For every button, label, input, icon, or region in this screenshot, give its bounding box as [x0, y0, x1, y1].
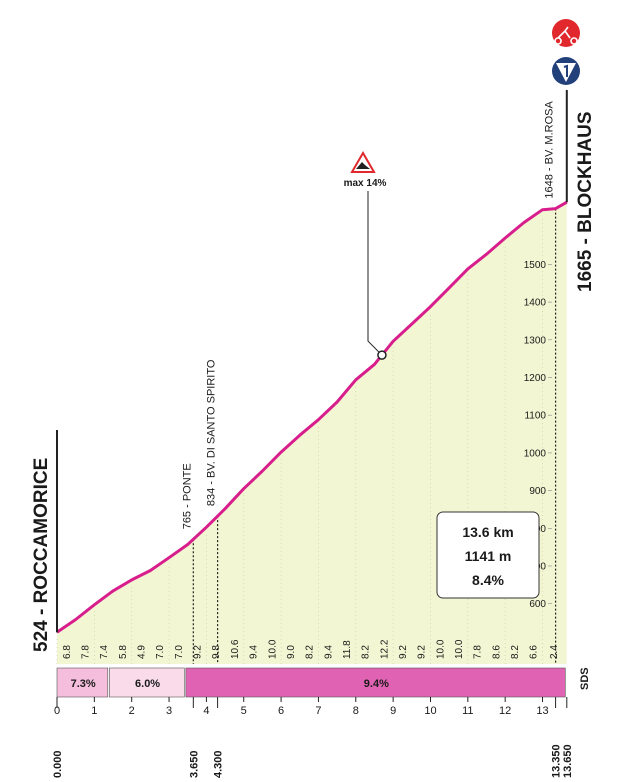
distance-label: 3.650 — [188, 750, 200, 778]
x-tick-label: 12 — [499, 705, 511, 717]
gradient-label: 4.9 — [137, 645, 148, 659]
x-tick-label: 10 — [424, 705, 436, 717]
finish-label: 1665 - BLOCKHAUS — [575, 111, 596, 292]
y-tick-label: 600 — [529, 599, 546, 610]
gradient-label: 7.4 — [99, 645, 110, 659]
gradient-label: 8.2 — [510, 645, 521, 659]
distance-label: 13.350 — [551, 744, 563, 778]
gradient-label: 7.0 — [155, 645, 166, 659]
x-tick-label: 9 — [390, 705, 396, 717]
gradient-label: 7.8 — [473, 645, 484, 659]
gradient-label: 9.2 — [398, 645, 409, 659]
x-tick-label: 11 — [462, 705, 473, 717]
gradient-label: 10.0 — [435, 639, 446, 659]
y-tick-label: 1100 — [524, 411, 546, 422]
y-tick-label: 1000 — [524, 448, 547, 459]
gradient-label: 9.4 — [323, 645, 334, 659]
gradient-label: 11.8 — [342, 640, 353, 659]
gradient-label: 10.6 — [230, 639, 241, 659]
waypoint-label: 765 - PONTE — [181, 463, 193, 529]
summary-line: 13.6 km — [462, 524, 513, 540]
max-label: max 14% — [344, 178, 387, 189]
sector-bar — [108, 667, 185, 698]
summary-line: 1141 m — [465, 548, 512, 564]
cyclist-icon — [554, 26, 578, 45]
summary-line: 8.4% — [472, 572, 504, 588]
y-tick-label: 1400 — [524, 298, 547, 309]
sector-label: 9.4% — [364, 678, 389, 690]
max-icon — [356, 162, 370, 169]
profile-line — [56, 200, 568, 634]
max-point — [377, 350, 387, 360]
gradient-label: 5.8 — [118, 645, 129, 659]
x-tick-label: 1 — [91, 705, 97, 717]
x-tick-label: 8 — [353, 705, 359, 717]
y-tick-label: 900 — [529, 486, 546, 497]
x-tick-label: 0 — [54, 705, 60, 717]
gradient-label: 10.0 — [454, 639, 465, 659]
y-tick-label: 1200 — [524, 373, 547, 384]
gradient-label: 6.6 — [529, 645, 540, 659]
x-tick-label: 5 — [241, 705, 247, 717]
gradient-label: 7.0 — [174, 645, 185, 659]
waypoint-label: 834 - BV. DI SANTO SPIRITO — [206, 359, 218, 506]
gradient-label: 9.2 — [417, 645, 428, 659]
gradient-label: 9.2 — [193, 645, 204, 659]
gradient-label: 9.8 — [211, 645, 222, 659]
max-leader — [367, 191, 383, 356]
category-number — [563, 64, 568, 77]
gradient-label: 9.0 — [286, 645, 297, 659]
sector-label: 7.3% — [71, 678, 96, 690]
x-tick-label: 13 — [536, 705, 548, 717]
x-tick-label: 3 — [166, 705, 172, 717]
gradient-label: 7.8 — [81, 645, 92, 659]
sector-bar — [185, 667, 566, 698]
gradient-label: 8.2 — [305, 645, 316, 659]
icons — [552, 19, 580, 85]
gradient-label: 8.6 — [491, 645, 502, 659]
summary-box — [436, 511, 540, 599]
max-triangle — [350, 151, 376, 173]
x-tick-label: 4 — [203, 705, 209, 717]
sector-label: 6.0% — [135, 678, 160, 690]
gradient-label: 6.8 — [62, 645, 73, 659]
sector-bar — [56, 667, 109, 698]
start-label: 524 - ROCCAMORICE — [31, 458, 52, 652]
distance-label: 4.300 — [213, 750, 225, 778]
y-tick-label: 1500 — [524, 260, 547, 271]
gradient-label: 8.2 — [361, 645, 372, 659]
x-tick-label: 7 — [315, 705, 321, 717]
x-tick-label: 2 — [129, 705, 135, 717]
gradient-label: 10.0 — [267, 639, 278, 659]
gradient-label: 12.2 — [379, 639, 390, 659]
sponsor: SDS — [579, 667, 591, 690]
distance-label: 13.650 — [562, 744, 574, 778]
gradient-label: 9.4 — [249, 645, 260, 659]
x-tick-label: 6 — [278, 705, 284, 717]
waypoint-label: 1648 - BV. M.ROSA — [544, 101, 556, 199]
y-tick-label: 1300 — [524, 335, 547, 346]
distance-label: 0.000 — [52, 750, 64, 778]
gradient-label: 2.4 — [549, 645, 560, 659]
